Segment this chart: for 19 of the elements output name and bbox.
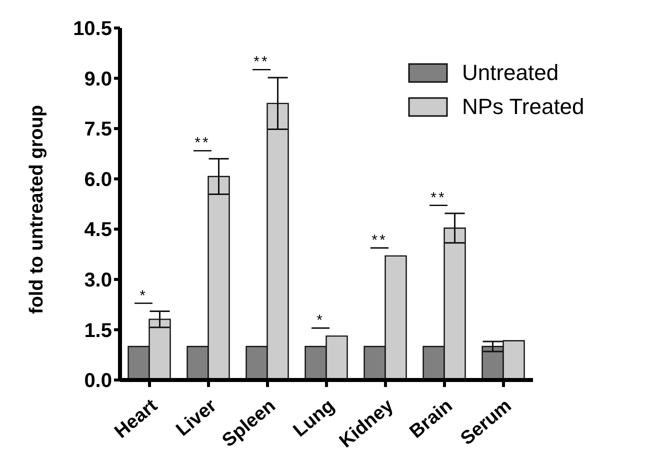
y-tick-label: 3.0 (84, 270, 112, 292)
y-tick-label: 1.5 (84, 320, 112, 342)
significance-bracket: ** (252, 54, 270, 71)
annotation: * (140, 287, 148, 304)
legend-label: NPs Treated (462, 94, 584, 120)
y-tick-label: 4.5 (84, 219, 112, 242)
significance-bracket: * (312, 312, 330, 330)
y-tick-label: 0.0 (84, 370, 112, 392)
y-tick-label: 6.0 (84, 168, 112, 191)
significance-bracket: ** (370, 232, 388, 249)
annotation: * (316, 312, 324, 330)
legend-label: Untreated (462, 60, 559, 86)
significance-bracket: * (134, 287, 152, 304)
significance-bracket: ** (194, 134, 212, 152)
y-axis-title: fold to untreated group (26, 105, 48, 314)
y-tick-label: 9.0 (84, 68, 112, 90)
significance-bracket: ** (430, 189, 448, 206)
y-tick-label: 10.5 (73, 18, 112, 40)
y-tick-label: 7.5 (84, 118, 112, 141)
